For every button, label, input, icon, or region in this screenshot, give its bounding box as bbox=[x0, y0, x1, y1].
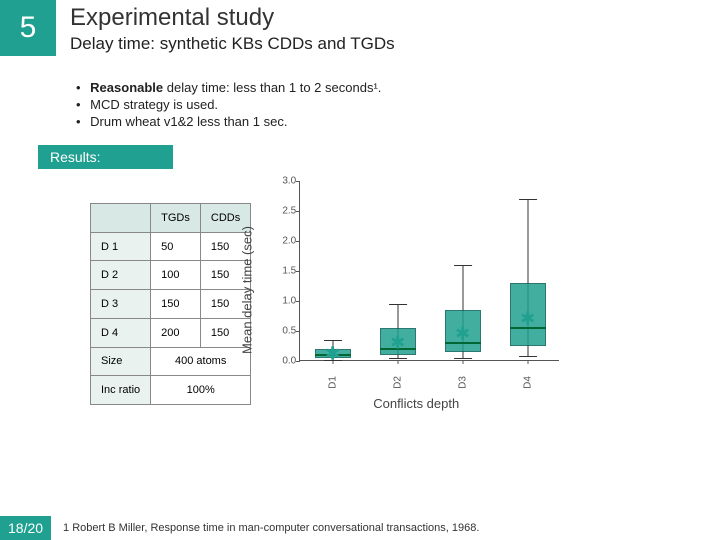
bullet-item: MCD strategy is used. bbox=[90, 97, 720, 112]
chart-ylabel: Mean delay time (sec) bbox=[240, 226, 255, 354]
chart-mean-marker: ✱ bbox=[325, 343, 340, 364]
page-number: 18/20 bbox=[0, 516, 51, 540]
chart-xtick: D1 bbox=[327, 376, 338, 389]
bullet-list: Reasonable delay time: less than 1 to 2 … bbox=[90, 80, 720, 129]
slide-header: 5 Experimental study Delay time: synthet… bbox=[0, 0, 720, 56]
slide-footer: 18/20 1 Robert B Miller, Response time i… bbox=[0, 516, 720, 540]
chart-mean-marker: ✱ bbox=[455, 324, 470, 345]
table-cell: 100% bbox=[151, 376, 251, 405]
bullet-item: Drum wheat v1&2 less than 1 sec. bbox=[90, 114, 720, 129]
slide-title: Experimental study bbox=[70, 4, 395, 32]
chart-ytick: 3.0 bbox=[270, 176, 296, 187]
table-row: D 3150150 bbox=[91, 290, 251, 319]
content-row: TGDsCDDsD 150150D 2100150D 3150150D 4200… bbox=[0, 175, 720, 405]
chart-ytick: 2.0 bbox=[270, 236, 296, 247]
section-number-badge: 5 bbox=[0, 0, 56, 56]
bullet-item: Reasonable delay time: less than 1 to 2 … bbox=[90, 80, 720, 95]
table-header: TGDs bbox=[151, 204, 201, 233]
results-label: Results: bbox=[38, 145, 173, 169]
table-cell: 100 bbox=[151, 261, 201, 290]
table-row: Size400 atoms bbox=[91, 347, 251, 376]
chart-ytick: 2.5 bbox=[270, 206, 296, 217]
slide-subtitle: Delay time: synthetic KBs CDDs and TGDs bbox=[70, 34, 395, 54]
table-cell: D 3 bbox=[91, 290, 151, 319]
table-cell: Inc ratio bbox=[91, 376, 151, 405]
table-row: D 4200150 bbox=[91, 318, 251, 347]
table-row: D 2100150 bbox=[91, 261, 251, 290]
table-cell: 50 bbox=[151, 232, 201, 261]
table-header bbox=[91, 204, 151, 233]
table-row: Inc ratio100% bbox=[91, 376, 251, 405]
chart-mean-marker: ✱ bbox=[520, 309, 535, 330]
chart-xtick: D2 bbox=[392, 376, 403, 389]
table-cell: D 2 bbox=[91, 261, 151, 290]
data-table: TGDsCDDsD 150150D 2100150D 3150150D 4200… bbox=[90, 203, 251, 405]
table-cell: Size bbox=[91, 347, 151, 376]
table-cell: 150 bbox=[151, 290, 201, 319]
chart-plot-area: 0.00.51.01.52.02.53.0D1✱D2✱D3✱D4✱ bbox=[299, 181, 559, 361]
table-cell: 400 atoms bbox=[151, 347, 251, 376]
chart-ytick: 1.5 bbox=[270, 266, 296, 277]
chart-ytick: 1.0 bbox=[270, 296, 296, 307]
footnote: 1 Robert B Miller, Response time in man-… bbox=[51, 522, 479, 534]
chart-xlabel: Conflicts depth bbox=[373, 396, 459, 411]
chart-ytick: 0.5 bbox=[270, 326, 296, 337]
table-row: D 150150 bbox=[91, 232, 251, 261]
boxplot-chart: Mean delay time (sec) 0.00.51.01.52.02.5… bbox=[261, 175, 571, 405]
chart-xtick: D4 bbox=[522, 376, 533, 389]
chart-mean-marker: ✱ bbox=[390, 333, 405, 354]
table-cell: D 1 bbox=[91, 232, 151, 261]
table-cell: 200 bbox=[151, 318, 201, 347]
chart-ytick: 0.0 bbox=[270, 356, 296, 367]
chart-xtick: D3 bbox=[457, 376, 468, 389]
title-block: Experimental study Delay time: synthetic… bbox=[56, 0, 395, 54]
table-cell: D 4 bbox=[91, 318, 151, 347]
